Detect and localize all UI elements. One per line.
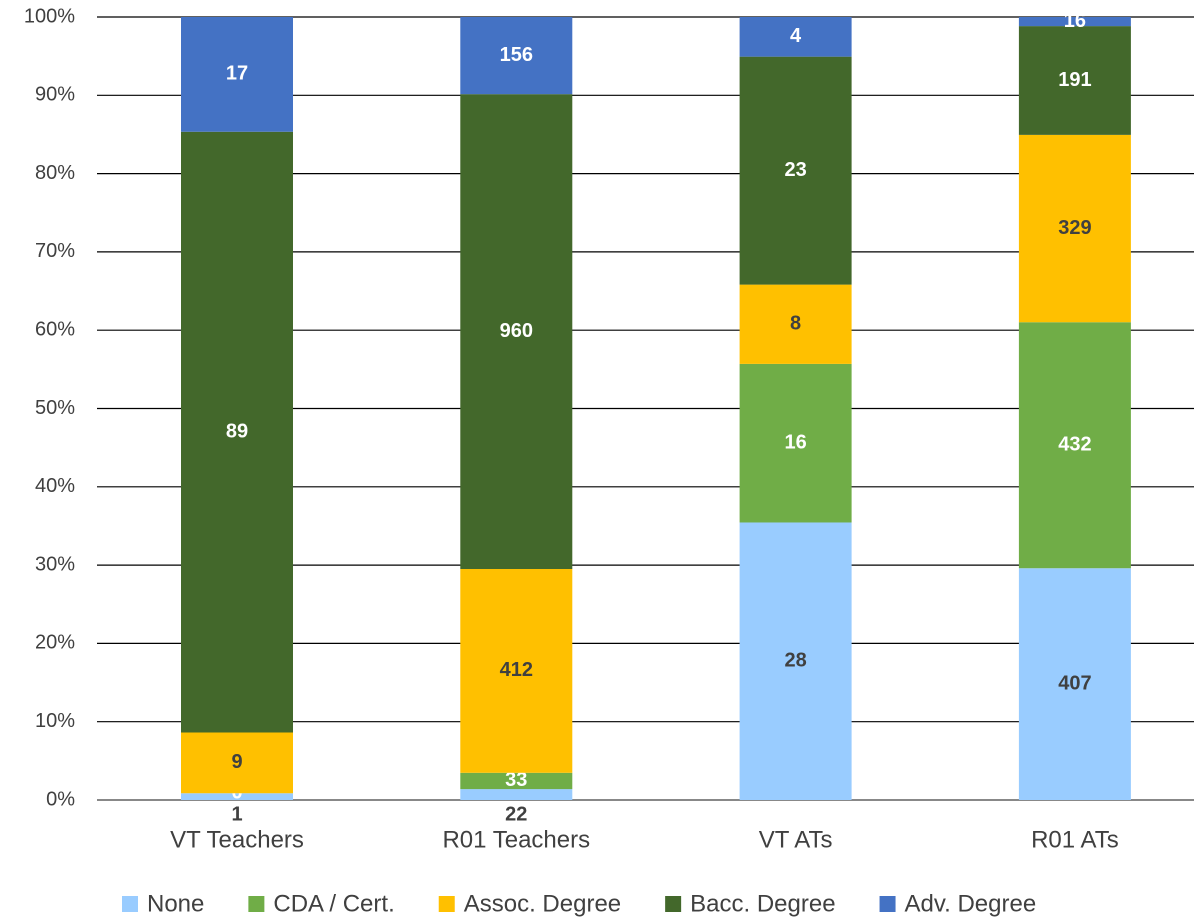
legend-swatch (665, 896, 682, 912)
data-label: 9 (231, 751, 242, 773)
data-label: 412 (500, 659, 533, 681)
legend-swatch (248, 896, 265, 912)
legend-label: CDA / Cert. (273, 890, 394, 917)
bar-segment (460, 772, 573, 790)
data-label: 17 (226, 63, 248, 85)
bar-segment (739, 56, 852, 285)
data-label: 16 (784, 431, 806, 453)
x-tick-label: VT ATs (759, 826, 833, 853)
bar-segment (1018, 134, 1131, 323)
bar-segment (739, 284, 852, 364)
y-tick-label: 100% (24, 5, 75, 27)
legend-label: Bacc. Degree (690, 890, 835, 917)
legend-swatch (122, 896, 138, 912)
data-label: 960 (500, 320, 533, 342)
y-tick-label: 40% (35, 475, 75, 497)
x-tick-label: R01 ATs (1031, 826, 1119, 853)
bar-segment (181, 793, 293, 800)
data-label: 191 (1058, 69, 1091, 91)
data-label: 432 (1058, 434, 1091, 456)
bar-segment (460, 17, 573, 95)
x-tick-label: R01 Teachers (442, 826, 590, 853)
legend-swatch (879, 896, 896, 912)
bar-segment (739, 17, 852, 57)
legend-label: Adv. Degree (905, 890, 1037, 917)
data-label: 8 (790, 313, 801, 335)
bar-segment (739, 363, 852, 523)
data-label: 28 (784, 650, 806, 672)
data-label: 156 (500, 44, 533, 66)
data-label: 329 (1058, 217, 1091, 239)
bar-segment (739, 522, 852, 800)
y-tick-label: 60% (35, 318, 75, 340)
y-tick-label: 0% (46, 788, 75, 810)
y-tick-label: 30% (35, 553, 75, 575)
data-label: 16 (1064, 10, 1086, 32)
y-tick-label: 50% (35, 397, 75, 419)
data-label: 407 (1058, 672, 1091, 694)
data-label: 89 (226, 420, 248, 442)
data-label: 23 (784, 159, 806, 181)
data-label: 33 (505, 769, 527, 791)
legend-label: Assoc. Degree (464, 890, 621, 917)
bar-segment (1018, 26, 1131, 135)
bar-segment (181, 131, 293, 733)
y-tick-label: 20% (35, 632, 75, 654)
data-label: 22 (505, 803, 527, 825)
bar-segment (1018, 322, 1131, 569)
legend-label: None (147, 890, 204, 917)
y-tick-label: 10% (35, 710, 75, 732)
bar-segment (181, 17, 293, 132)
y-tick-label: 70% (35, 240, 75, 262)
y-tick-label: 80% (35, 162, 75, 184)
data-label: 4 (790, 25, 802, 47)
bar-segment (460, 789, 573, 800)
y-tick-label: 90% (35, 84, 75, 106)
bar-segment (181, 732, 293, 794)
bar-segment (1018, 568, 1131, 800)
bar-segment (1018, 17, 1131, 27)
x-tick-label: VT Teachers (170, 826, 304, 853)
bar-segment (460, 569, 573, 773)
data-label: 1 (231, 803, 242, 825)
bar-segment (460, 94, 573, 570)
legend-swatch (438, 896, 455, 912)
